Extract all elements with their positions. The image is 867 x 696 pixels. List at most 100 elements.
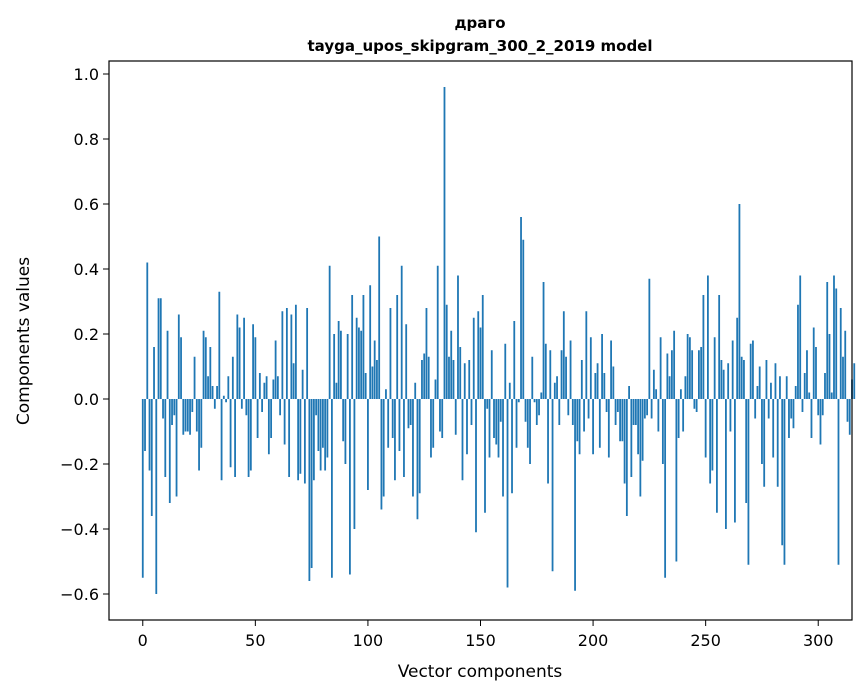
bar-component-130 [434, 379, 437, 399]
bar-component-150 [479, 327, 482, 399]
bar-component-247 [698, 350, 700, 399]
bar-component-7 [157, 298, 160, 399]
bar-component-260 [727, 363, 730, 399]
bar-component-28 [204, 337, 207, 399]
bar-component-200 [592, 399, 594, 455]
bar-component-216 [628, 386, 630, 399]
bar-component-2 [146, 262, 149, 399]
bar-component-66 [290, 314, 293, 399]
bar-component-127 [427, 356, 430, 399]
bar-component-16 [177, 314, 180, 399]
bar-component-219 [634, 399, 637, 425]
bar-component-248 [700, 347, 703, 399]
bar-component-72 [303, 399, 306, 484]
bar-component-33 [216, 386, 218, 399]
bar-component-45 [243, 317, 245, 399]
bar-component-120 [412, 399, 414, 497]
bar-component-25 [198, 399, 200, 471]
bar-component-265 [738, 204, 741, 399]
bar-component-282 [776, 399, 779, 487]
bar-component-228 [655, 389, 658, 399]
bar-component-192 [574, 399, 576, 591]
y-axis-label: Components values [14, 257, 34, 425]
bar-component-239 [679, 389, 682, 399]
bar-component-75 [310, 399, 313, 568]
bar-component-153 [486, 399, 489, 409]
bar-component-23 [193, 356, 196, 399]
bar-component-111 [391, 399, 394, 438]
bar-component-310 [839, 308, 842, 399]
x-tick-label: 100 [353, 631, 384, 650]
bar-component-189 [567, 399, 570, 416]
bar-component-126 [425, 308, 428, 399]
bar-component-24 [195, 399, 198, 432]
bar-component-206 [605, 399, 608, 412]
y-tick-label: −0.2 [60, 455, 99, 474]
bar-component-292 [799, 275, 802, 399]
bar-component-81 [324, 399, 327, 471]
bar-component-251 [707, 275, 709, 399]
bar-component-9 [162, 399, 164, 419]
bar-component-50 [254, 337, 257, 399]
bar-component-270 [749, 343, 752, 399]
bar-component-83 [328, 265, 331, 399]
bar-component-179 [544, 343, 547, 399]
y-tick-label: 0.2 [74, 325, 99, 344]
bar-component-262 [731, 340, 734, 399]
bar-component-132 [439, 399, 441, 432]
bar-component-40 [231, 356, 234, 399]
bar-component-221 [639, 399, 642, 497]
bar-component-234 [668, 376, 671, 399]
bar-component-151 [481, 295, 484, 399]
bar-component-67 [292, 363, 295, 399]
bar-component-57 [270, 399, 273, 438]
bar-component-165 [513, 321, 516, 399]
bar-component-205 [603, 373, 606, 399]
bar-component-196 [583, 399, 585, 432]
bar-component-36 [222, 395, 225, 399]
bar-component-173 [531, 356, 534, 399]
bar-component-281 [774, 363, 777, 399]
bar-component-293 [801, 399, 804, 412]
bar-component-149 [477, 311, 480, 399]
bar-component-143 [463, 363, 466, 399]
bar-component-65 [288, 399, 291, 477]
bar-component-109 [387, 399, 390, 448]
bar-component-316 [853, 363, 856, 399]
bar-component-108 [385, 389, 387, 399]
bar-component-78 [317, 399, 320, 451]
bar-component-232 [664, 399, 667, 578]
bar-component-271 [752, 340, 754, 399]
bar-component-20 [186, 399, 189, 432]
bar-component-106 [380, 399, 383, 510]
bar-component-184 [556, 376, 558, 399]
bar-component-52 [258, 373, 261, 399]
bar-component-94 [353, 399, 356, 529]
bar-component-288 [790, 399, 793, 419]
bar-component-156 [493, 399, 495, 438]
bar-component-86 [335, 382, 338, 399]
bar-component-102 [371, 366, 374, 399]
bar-component-14 [173, 399, 176, 416]
bar-component-62 [281, 311, 284, 399]
bar-component-261 [729, 399, 732, 432]
bar-component-309 [837, 399, 840, 565]
bar-component-152 [484, 399, 486, 513]
bar-component-1 [144, 399, 146, 451]
x-tick-label: 300 [803, 631, 834, 650]
bar-component-95 [355, 317, 358, 399]
bar-component-238 [677, 399, 680, 438]
bar-component-177 [540, 392, 543, 399]
x-tick-label: 250 [690, 631, 721, 650]
chart-title: драго [454, 14, 505, 32]
bar-component-313 [846, 399, 849, 422]
bar-component-170 [524, 399, 527, 422]
bar-component-34 [218, 291, 221, 399]
bar-component-275 [761, 399, 763, 464]
bar-component-77 [315, 399, 318, 416]
bar-component-314 [848, 399, 851, 435]
bar-component-276 [763, 399, 766, 487]
bar-component-125 [423, 353, 426, 399]
bar-component-168 [520, 217, 522, 399]
